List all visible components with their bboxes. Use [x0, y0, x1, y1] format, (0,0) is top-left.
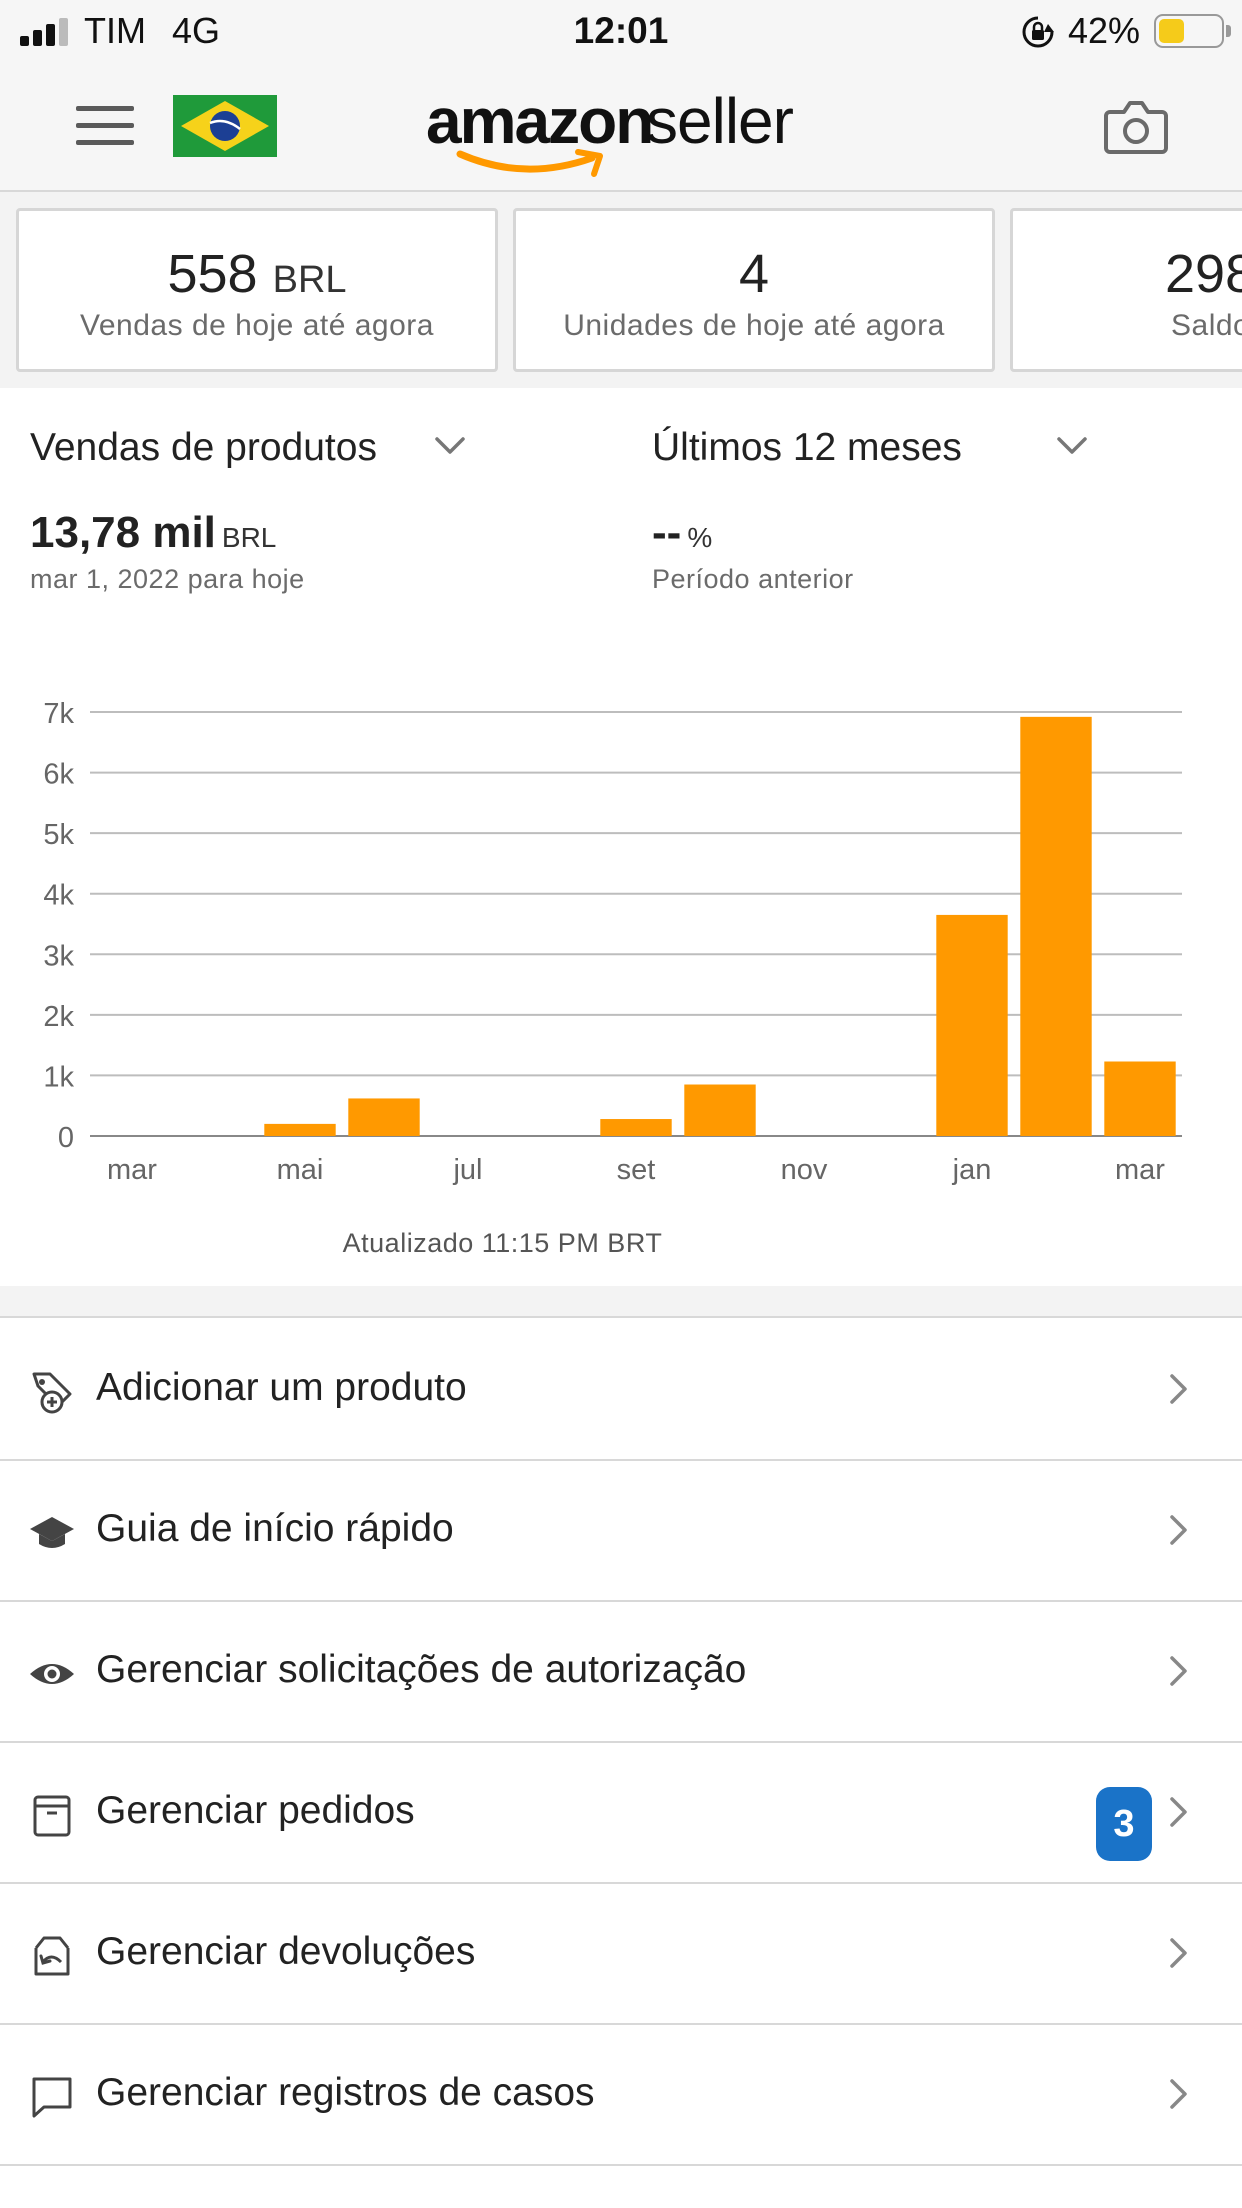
menu-item-label: Gerenciar pedidos — [96, 1789, 415, 1832]
change-value: --% — [652, 508, 713, 557]
bar-jun[interactable] — [348, 1098, 420, 1136]
battery-icon — [1154, 14, 1224, 48]
menu-item-label: Gerenciar solicitações de autorização — [96, 1648, 747, 1691]
menu-item-authorization-requests[interactable]: Gerenciar solicitações de autorização — [0, 1602, 1242, 1743]
kpi-label: Unidades de hoje até agora — [563, 309, 945, 342]
x-tick-label: jul — [452, 1154, 482, 1186]
y-tick-label: 0 — [58, 1122, 74, 1154]
bar-set[interactable] — [600, 1119, 672, 1136]
y-tick-label: 7k — [43, 698, 74, 730]
x-tick-label: nov — [781, 1154, 828, 1186]
kpi-card-sales-today[interactable]: 558 BRL Vendas de hoje até agora — [16, 208, 498, 372]
period-dropdown[interactable]: Últimos 12 meses — [652, 424, 1092, 480]
return-box-icon — [34, 1936, 70, 1976]
chevron-right-icon — [1170, 1797, 1187, 1827]
orders-count-badge: 3 — [1096, 1787, 1152, 1861]
menu-item-label: Gerenciar devoluções — [96, 1930, 476, 1973]
menu-item-add-product[interactable]: Adicionar um produto — [0, 1320, 1242, 1461]
menu-item-case-log[interactable]: Gerenciar registros de casos — [0, 2025, 1242, 2166]
change-label: Período anterior — [652, 564, 854, 594]
chevron-down-icon — [435, 437, 465, 454]
bar-mai[interactable] — [264, 1123, 336, 1136]
kpi-card-units-today[interactable]: 4 Unidades de hoje até agora — [513, 208, 995, 372]
brazil-flag-icon[interactable] — [173, 95, 277, 157]
status-bar: TIM 4G 12:01 42% — [0, 0, 1242, 64]
battery-tip — [1226, 25, 1231, 37]
y-tick-label: 2k — [43, 1001, 74, 1033]
metric-dropdown-label: Vendas de produtos — [30, 426, 377, 469]
kpi-label: Vendas de hoje até agora — [80, 309, 434, 342]
bar-jan[interactable] — [936, 914, 1008, 1136]
menu-item-manage-returns[interactable]: Gerenciar devoluções — [0, 1884, 1242, 2025]
eye-icon — [30, 1664, 74, 1684]
kpi-unit: BRL — [272, 259, 347, 301]
x-tick-label: jan — [952, 1154, 992, 1186]
tag-add-icon — [32, 1372, 72, 1414]
camera-icon[interactable] — [1104, 98, 1168, 156]
menu-item-quick-start-guide[interactable]: Guia de início rápido — [0, 1461, 1242, 1602]
kpi-value: 558 BRL — [167, 244, 347, 304]
chevron-right-icon — [1170, 1515, 1187, 1545]
x-tick-label: set — [617, 1154, 656, 1186]
y-tick-label: 5k — [43, 819, 74, 851]
amazon-seller-logo: amazon seller — [426, 80, 826, 177]
kpi-value: 298 — [1165, 244, 1242, 304]
y-tick-label: 3k — [43, 940, 74, 972]
action-menu: Adicionar um produto Guia de início rápi… — [0, 1320, 1242, 2166]
total-sales-unit: BRL — [221, 522, 277, 553]
carrier-name: TIM — [84, 10, 146, 51]
bar-fev[interactable] — [1020, 716, 1092, 1136]
kpi-value: 4 — [738, 244, 770, 304]
y-tick-label: 1k — [43, 1061, 74, 1093]
total-sales-value: 13,78 mil BRL — [30, 508, 277, 557]
logo-brand: amazon — [426, 85, 654, 157]
clock: 12:01 — [573, 10, 669, 51]
chevron-right-icon — [1170, 2079, 1187, 2109]
signal-icon — [20, 18, 68, 46]
bar-out[interactable] — [684, 1084, 756, 1136]
rotation-lock-icon — [1022, 16, 1054, 48]
metric-dropdown[interactable]: Vendas de produtos — [30, 424, 470, 480]
section-divider — [0, 1286, 1242, 1318]
network-type: 4G — [172, 10, 221, 51]
menu-item-manage-orders[interactable]: Gerenciar pedidos 3 — [0, 1743, 1242, 1884]
chevron-right-icon — [1170, 1374, 1187, 1404]
kpi-card-balance[interactable]: 298 Saldo — [1010, 208, 1242, 372]
sales-bar-chart: 0 1k 2k 3k 4k 5k 6k 7k mar mai jul set nov jan mar — [43, 698, 1182, 1186]
y-tick-label: 4k — [43, 880, 74, 912]
app-header: amazon seller — [0, 64, 1242, 192]
x-tick-label: mai — [277, 1154, 324, 1186]
battery-level — [1159, 19, 1184, 43]
period-dropdown-label: Últimos 12 meses — [652, 426, 962, 469]
chevron-right-icon — [1170, 1938, 1187, 1968]
graduation-cap-icon — [30, 1517, 74, 1548]
hamburger-icon[interactable] — [76, 106, 134, 146]
y-tick-label: 6k — [43, 759, 74, 791]
kpi-carousel[interactable]: 558 BRL Vendas de hoje até agora 4 Unida… — [0, 192, 1242, 388]
box-icon — [33, 1795, 71, 1837]
updated-timestamp: Atualizado 11:15 PM BRT — [342, 1228, 663, 1258]
kpi-label: Saldo — [1171, 309, 1242, 342]
x-tick-label: mar — [1115, 1154, 1165, 1186]
x-tick-label: mar — [107, 1154, 157, 1186]
total-sales-range: mar 1, 2022 para hoje — [30, 564, 305, 594]
chat-bubble-icon — [32, 2077, 72, 2118]
bar-mar[interactable] — [1104, 1061, 1176, 1136]
battery-percent: 42% — [1068, 10, 1141, 51]
change-unit: % — [687, 522, 713, 553]
chevron-right-icon — [1170, 1656, 1187, 1686]
sales-summary: Vendas de produtos Últimos 12 meses 13,7… — [0, 388, 1242, 1286]
menu-item-label: Adicionar um produto — [96, 1366, 467, 1409]
menu-item-label: Guia de início rápido — [96, 1507, 454, 1550]
menu-item-label: Gerenciar registros de casos — [96, 2071, 595, 2114]
chevron-down-icon — [1057, 437, 1087, 454]
logo-product: seller — [646, 85, 794, 157]
amazon-smile-icon — [456, 149, 603, 177]
